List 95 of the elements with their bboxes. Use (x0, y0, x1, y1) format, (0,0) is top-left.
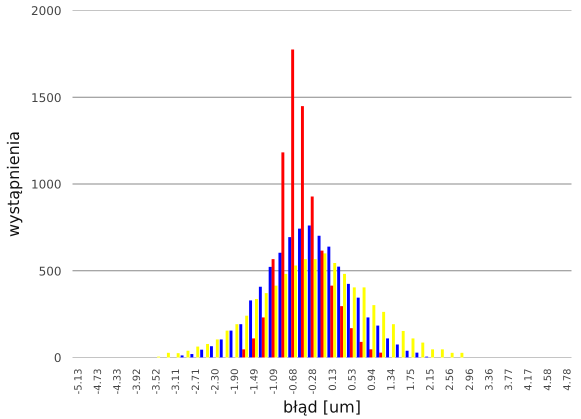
bar (412, 338, 414, 358)
x-tick-label: -4.33 (112, 368, 124, 394)
x-tick-label: 4.58 (543, 368, 554, 391)
bar (281, 152, 284, 358)
bar (310, 196, 314, 358)
x-tick-label: -1.49 (250, 368, 261, 394)
x-tick-label: -1.90 (230, 368, 241, 394)
bar (318, 236, 321, 358)
bar (176, 353, 180, 358)
x-tick-label: 3.77 (504, 368, 515, 391)
y-tick-label: 1000 (30, 178, 62, 192)
x-tick-label: 2.96 (464, 368, 476, 391)
bar (300, 106, 304, 358)
bar (284, 274, 288, 358)
y-tick-label: 1500 (30, 90, 62, 105)
y-axis-title: wystąpnienia (4, 131, 23, 237)
x-tick-label: -4.73 (92, 368, 104, 394)
x-tick-label: -1.09 (269, 368, 280, 394)
bar (406, 350, 409, 358)
bar (440, 349, 444, 358)
bar (337, 266, 340, 358)
bar (431, 349, 434, 358)
bar (386, 338, 390, 358)
bar (186, 350, 190, 358)
bar (460, 352, 464, 358)
x-axis-title: błąd [um] (283, 397, 361, 416)
y-tick-label: 0 (54, 351, 62, 365)
x-tick-label: -2.71 (190, 368, 202, 394)
bar (190, 354, 194, 358)
bar (327, 246, 330, 358)
x-tick-label: 1.75 (406, 368, 418, 391)
bar (330, 286, 334, 358)
x-tick-label: 0.53 (347, 368, 358, 391)
bar (323, 253, 326, 358)
bar (402, 330, 405, 358)
bar (245, 316, 248, 358)
bar (360, 342, 363, 358)
bar (216, 339, 219, 358)
x-tick-label: -3.92 (132, 368, 144, 394)
x-tick-label: 0.94 (366, 368, 378, 391)
bar (346, 284, 350, 358)
x-tick-label: 3.36 (484, 368, 496, 391)
bar (294, 266, 298, 358)
bar (382, 312, 386, 358)
bar (379, 352, 382, 358)
y-tick-label: 500 (38, 264, 62, 278)
bar (356, 298, 360, 358)
bar (352, 287, 356, 358)
bar (262, 317, 265, 358)
bar (314, 259, 317, 358)
bar (268, 266, 272, 358)
bar (272, 259, 275, 358)
bar (291, 50, 294, 358)
x-tick-label: -3.11 (171, 368, 182, 394)
x-tick-label: 0.13 (328, 368, 339, 391)
bar (304, 259, 307, 358)
bar (239, 324, 242, 358)
bar (226, 330, 229, 358)
bar (278, 252, 282, 358)
x-tick-label: 1.34 (386, 368, 398, 391)
x-tick-label: -0.28 (308, 368, 320, 394)
x-tick-label: 4.17 (523, 368, 534, 391)
x-tick-label: 2.15 (426, 368, 437, 391)
x-tick-label: -5.13 (73, 368, 84, 394)
bar (362, 287, 366, 358)
x-tick-label: -3.52 (152, 368, 163, 394)
bar (235, 324, 238, 358)
bar (392, 324, 395, 358)
x-tick-label: -0.68 (288, 368, 300, 394)
bar (249, 300, 252, 358)
bar (450, 352, 454, 358)
bar (252, 338, 255, 358)
bar (372, 305, 376, 358)
bar (350, 328, 353, 358)
bar (369, 349, 372, 358)
bar (366, 317, 370, 358)
bar (340, 306, 344, 358)
y-tick-label: 2000 (30, 4, 62, 18)
bar (415, 352, 418, 358)
bar (274, 286, 278, 358)
bar (396, 344, 399, 358)
bar (210, 346, 213, 358)
bar (343, 274, 346, 358)
bar (298, 228, 301, 358)
x-tick-label: 2.56 (445, 368, 456, 391)
bar (320, 250, 324, 358)
bar (288, 237, 292, 358)
x-tick-label: 4.78 (562, 368, 574, 391)
bar (254, 299, 258, 358)
bar (200, 350, 204, 358)
bar (230, 330, 232, 358)
bar (258, 286, 262, 358)
bar (166, 352, 170, 358)
bar (206, 344, 209, 358)
x-tick-label: -2.30 (210, 368, 222, 394)
